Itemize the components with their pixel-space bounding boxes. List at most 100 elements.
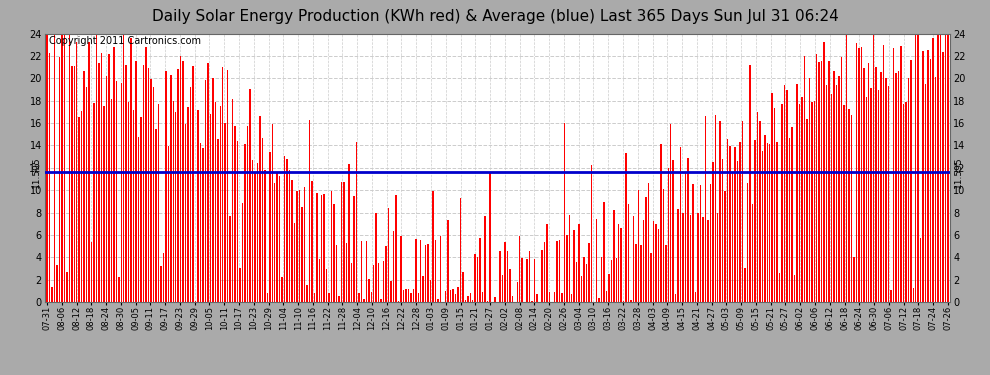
Bar: [499, 251, 501, 302]
Bar: [96, 35, 97, 302]
Bar: [613, 210, 615, 302]
Bar: [78, 117, 80, 302]
Bar: [645, 197, 646, 302]
Bar: [717, 213, 719, 302]
Bar: [200, 143, 201, 302]
Bar: [759, 121, 760, 302]
Bar: [749, 64, 750, 302]
Bar: [628, 204, 630, 302]
Bar: [910, 60, 912, 302]
Bar: [858, 48, 859, 302]
Bar: [804, 56, 805, 302]
Bar: [192, 66, 194, 302]
Bar: [860, 46, 862, 302]
Bar: [447, 220, 448, 302]
Bar: [395, 195, 397, 302]
Bar: [665, 245, 666, 302]
Bar: [556, 241, 557, 302]
Bar: [222, 67, 224, 302]
Bar: [529, 251, 531, 302]
Bar: [885, 78, 887, 302]
Bar: [650, 253, 651, 302]
Bar: [58, 57, 60, 302]
Bar: [806, 119, 808, 302]
Bar: [143, 65, 145, 302]
Bar: [611, 260, 612, 302]
Bar: [573, 230, 575, 302]
Bar: [935, 77, 937, 302]
Bar: [690, 215, 691, 302]
Bar: [888, 87, 889, 302]
Bar: [383, 261, 384, 302]
Bar: [873, 35, 874, 302]
Bar: [136, 61, 137, 302]
Bar: [740, 142, 741, 302]
Bar: [457, 287, 458, 302]
Bar: [756, 112, 758, 302]
Bar: [452, 290, 453, 302]
Bar: [489, 173, 491, 302]
Bar: [212, 78, 214, 302]
Bar: [49, 53, 50, 302]
Bar: [848, 109, 849, 302]
Bar: [801, 98, 803, 302]
Bar: [423, 276, 424, 302]
Bar: [841, 57, 842, 302]
Bar: [558, 240, 560, 302]
Bar: [358, 292, 359, 302]
Bar: [410, 293, 412, 302]
Bar: [428, 244, 429, 302]
Bar: [883, 45, 884, 302]
Bar: [425, 245, 427, 302]
Bar: [544, 242, 545, 302]
Bar: [512, 296, 513, 302]
Bar: [940, 35, 941, 302]
Bar: [251, 160, 253, 302]
Bar: [375, 213, 377, 302]
Bar: [908, 78, 909, 302]
Bar: [430, 280, 432, 302]
Bar: [462, 272, 463, 302]
Bar: [247, 126, 248, 302]
Bar: [438, 299, 439, 302]
Bar: [938, 35, 939, 302]
Bar: [373, 265, 374, 302]
Bar: [548, 292, 550, 302]
Bar: [870, 88, 872, 302]
Bar: [240, 268, 241, 302]
Bar: [754, 140, 755, 302]
Bar: [890, 290, 892, 302]
Bar: [118, 277, 120, 302]
Bar: [561, 293, 562, 302]
Bar: [781, 104, 783, 302]
Bar: [131, 38, 132, 302]
Bar: [341, 182, 343, 302]
Bar: [479, 238, 481, 302]
Bar: [309, 120, 310, 302]
Bar: [942, 52, 943, 302]
Bar: [695, 292, 696, 302]
Bar: [603, 201, 605, 302]
Bar: [707, 220, 709, 302]
Bar: [816, 54, 818, 302]
Bar: [915, 35, 917, 302]
Bar: [685, 172, 686, 302]
Bar: [281, 277, 283, 302]
Bar: [197, 110, 199, 302]
Bar: [101, 53, 102, 302]
Bar: [786, 90, 788, 302]
Bar: [121, 83, 122, 302]
Bar: [553, 292, 555, 302]
Bar: [464, 300, 466, 302]
Text: Daily Solar Energy Production (KWh red) & Average (blue) Last 365 Days Sun Jul 3: Daily Solar Energy Production (KWh red) …: [151, 9, 839, 24]
Bar: [819, 62, 820, 302]
Bar: [264, 170, 265, 302]
Bar: [868, 63, 869, 302]
Bar: [730, 147, 731, 302]
Bar: [271, 124, 273, 302]
Bar: [769, 144, 770, 302]
Bar: [261, 138, 263, 302]
Bar: [245, 144, 246, 302]
Bar: [517, 282, 518, 302]
Bar: [148, 68, 149, 302]
